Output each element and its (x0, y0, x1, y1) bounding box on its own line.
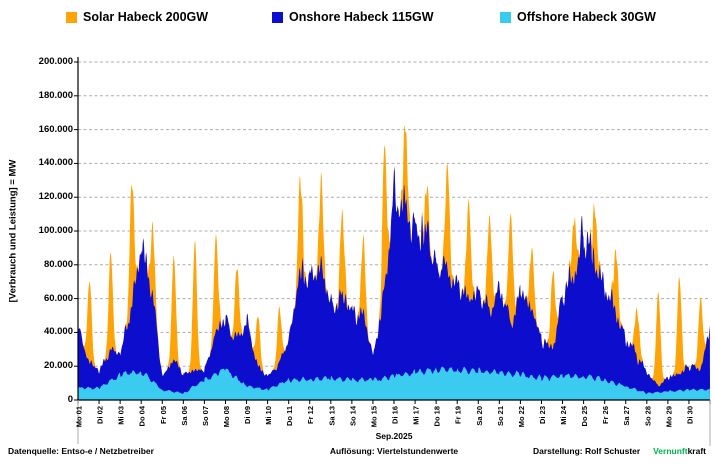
x-tick-label: Fr 26 (601, 406, 610, 424)
legend-item-offshore: Offshore Habeck 30GW (500, 10, 656, 24)
x-tick-label: Fr 05 (159, 406, 168, 424)
x-tick-label: Mi 24 (559, 405, 568, 425)
onshore-swatch-icon (272, 11, 283, 23)
y-tick-label: 180.000 (38, 89, 73, 101)
x-tick-label: Sa 13 (327, 406, 336, 426)
y-tick-label: 160.000 (38, 123, 73, 135)
onshore-area (78, 166, 710, 400)
x-tick-label: Sa 20 (475, 406, 484, 426)
y-tick-label: 140.000 (38, 157, 73, 169)
y-tick-label: 0 (67, 394, 73, 405)
x-tick-label: Mo 22 (517, 406, 526, 427)
x-tick-label: Do 18 (433, 406, 442, 426)
x-tick-label: Mo 29 (664, 406, 673, 427)
legend-item-onshore: Onshore Habeck 115GW (272, 10, 434, 24)
solar-swatch-icon (66, 11, 77, 23)
y-tick-label: 20.000 (43, 360, 73, 372)
legend-label-offshore: Offshore Habeck 30GW (517, 10, 656, 24)
x-tick-label: Di 30 (685, 406, 694, 424)
y-tick-label: 60.000 (43, 292, 73, 304)
legend-label-onshore: Onshore Habeck 115GW (289, 10, 434, 24)
x-tick-label: Fr 12 (306, 406, 315, 424)
x-tick-label: So 28 (643, 406, 652, 426)
x-tick-label: So 14 (348, 405, 357, 426)
legend-label-solar: Solar Habeck 200GW (83, 10, 209, 24)
x-tick-label: Do 11 (285, 406, 294, 426)
x-tick-label: Mi 03 (117, 406, 126, 425)
x-tick-label: Di 23 (538, 406, 547, 424)
x-tick-label: Mi 10 (264, 406, 273, 425)
x-axis-title: Sep.2025 (375, 431, 413, 441)
resolution-note: Auflösung: Viertelstundenwerte (329, 446, 459, 456)
y-tick-label: 80.000 (43, 258, 73, 270)
y-tick-label: 120.000 (38, 191, 73, 203)
legend-item-solar: Solar Habeck 200GW (66, 10, 208, 24)
x-tick-label: Di 02 (96, 406, 105, 424)
brand-black-part: kraft (687, 446, 706, 456)
y-tick-label: 200.000 (38, 56, 73, 67)
x-tick-label: Sa 27 (622, 406, 631, 426)
offshore-swatch-icon (500, 11, 511, 23)
x-tick-label: Do 25 (580, 406, 589, 426)
x-tick-label: So 07 (201, 406, 210, 426)
offshore-area (78, 366, 710, 400)
x-tick-label: Fr 19 (454, 406, 463, 424)
data-source-note: Datenquelle: Entso-e / Netzbetreiber (8, 446, 154, 456)
x-tick-label: Mo 01 (75, 406, 84, 427)
x-tick-label: Di 09 (243, 406, 252, 424)
y-tick-label: 40.000 (43, 326, 73, 338)
x-tick-label: Mi 17 (412, 406, 421, 425)
brand-green-part: Vernunft (653, 446, 688, 456)
brand-logo-text: Vernunftkraft (653, 446, 706, 456)
x-tick-label: Mo 15 (369, 406, 378, 427)
x-tick-label: Do 04 (138, 405, 147, 426)
x-tick-label: Mo 08 (222, 406, 231, 427)
y-tick-label: 100.000 (38, 225, 73, 236)
attribution-note: Darstellung: Rolf Schuster (533, 446, 641, 456)
x-tick-label: So 21 (496, 406, 505, 426)
x-tick-label: Sa 06 (180, 406, 189, 426)
x-tick-label: Di 16 (391, 406, 400, 424)
